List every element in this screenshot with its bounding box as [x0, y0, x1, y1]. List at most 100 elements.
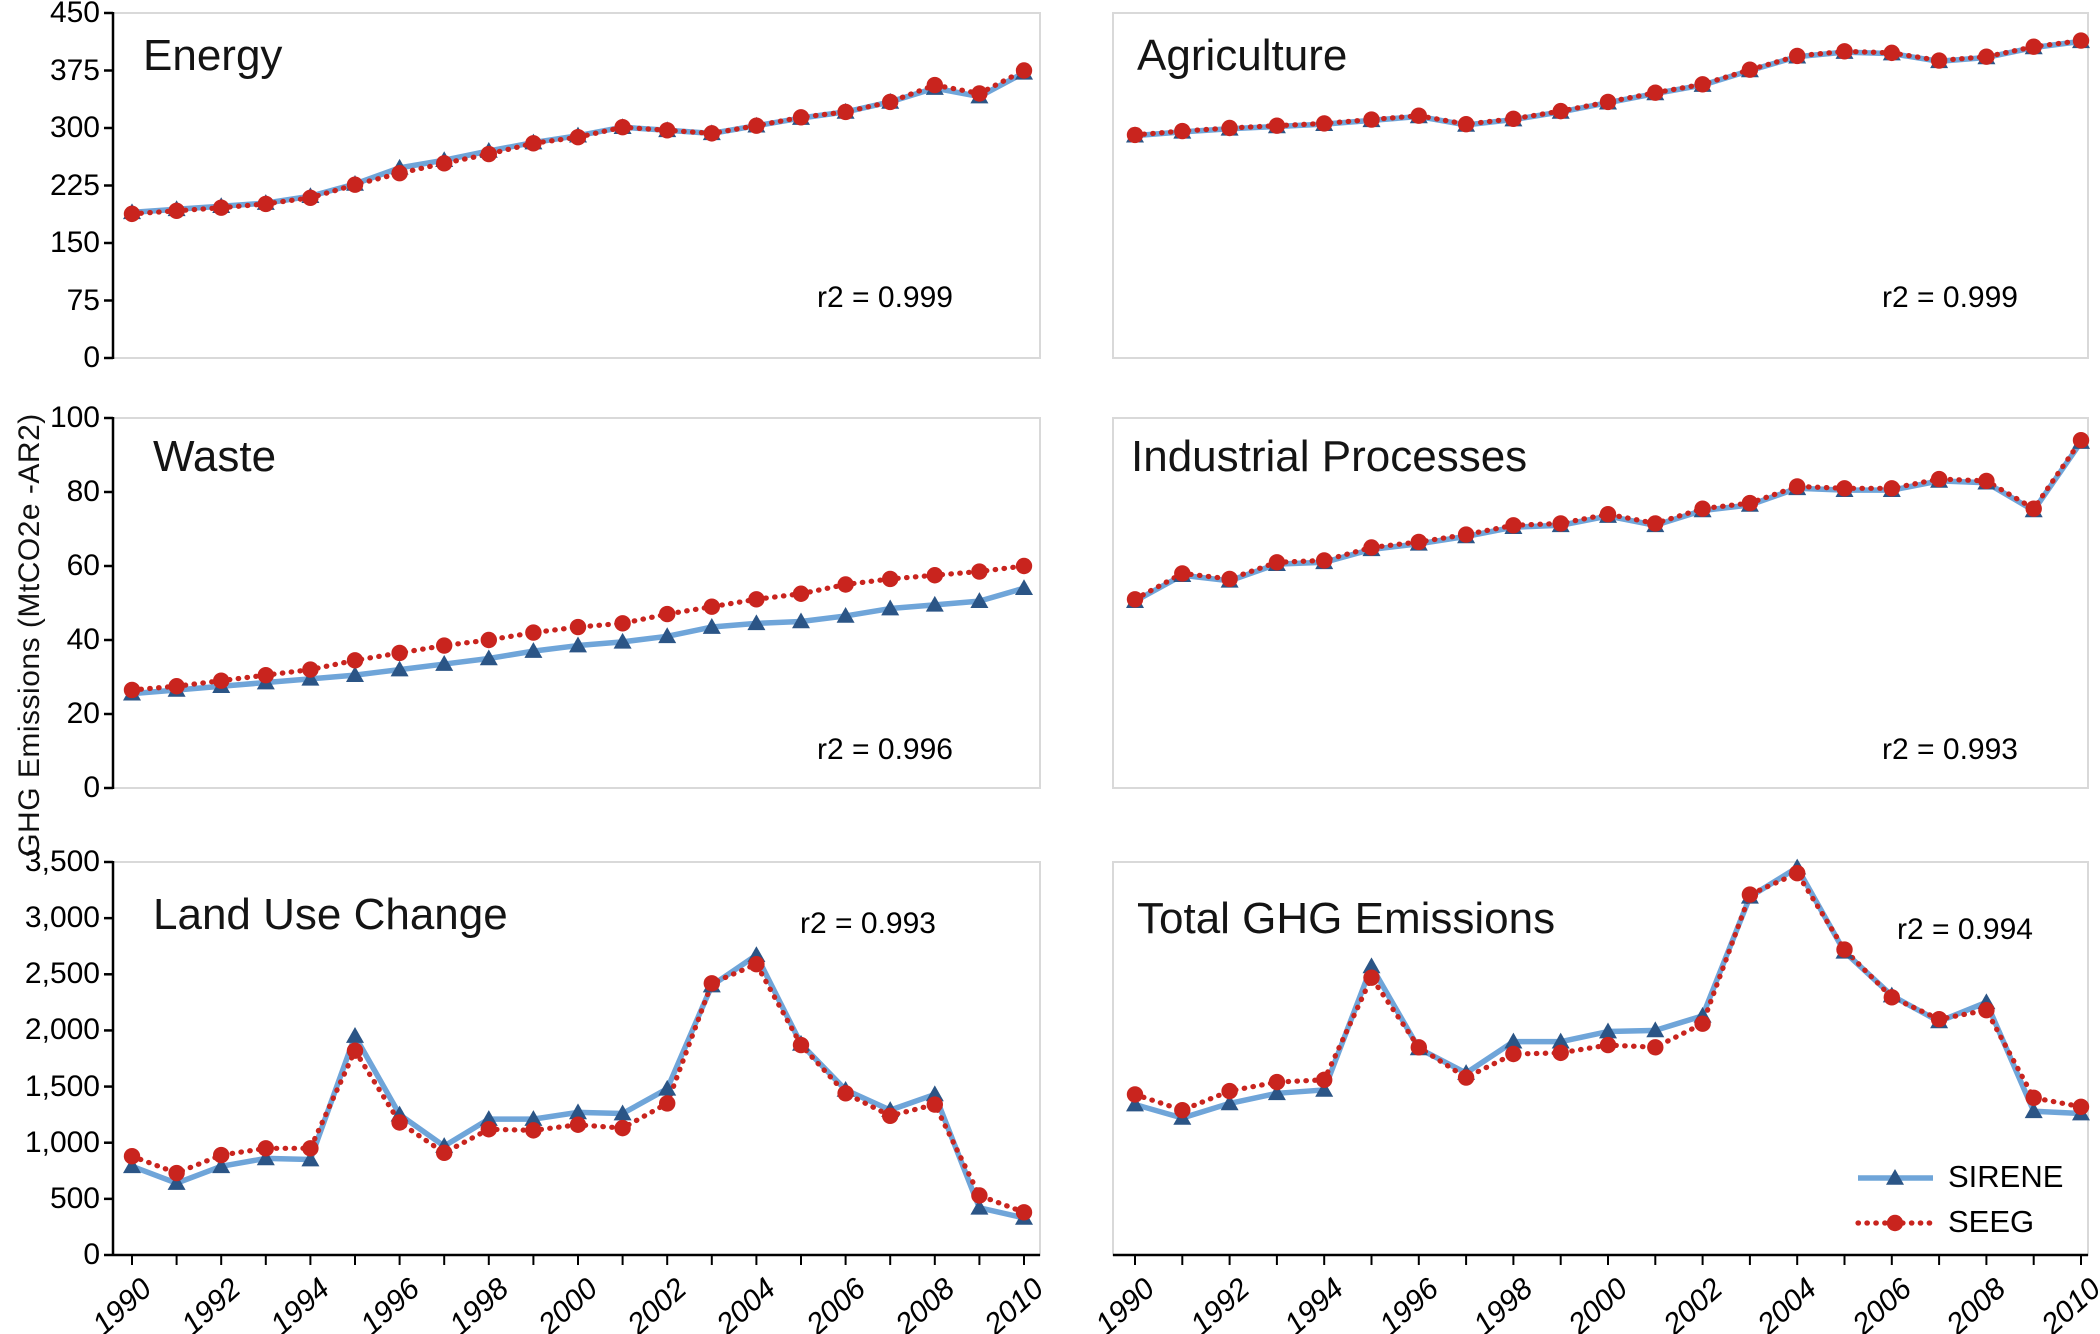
y-tick-label-land-use-change: 3,500: [24, 845, 100, 878]
sirene-marker-land-use-change: [524, 1110, 543, 1126]
panel-title-agriculture: Agriculture: [1137, 31, 1348, 80]
y-tick-label-waste: 100: [49, 401, 100, 434]
seeg-marker-agriculture: [1363, 111, 1380, 128]
y-tick-label-land-use-change: 2,000: [24, 1013, 100, 1047]
seeg-marker-agriculture: [1126, 126, 1144, 144]
sirene-marker-land-use-change: [613, 1104, 632, 1121]
seeg-marker-agriculture: [2072, 32, 2090, 49]
seeg-marker-energy: [168, 202, 185, 219]
sirene-marker-land-use-change: [658, 1079, 677, 1096]
seeg-marker-agriculture: [2025, 38, 2042, 55]
seeg-marker-land-use-change: [1015, 1204, 1033, 1221]
legend-label-sirene: SIRENE: [1948, 1159, 2064, 1194]
r2-annotation-energy: r2 = 0.999: [817, 281, 953, 314]
seeg-marker-land-use-change: [971, 1187, 988, 1204]
seeg-marker-land-use-change: [525, 1122, 542, 1139]
seeg-marker-waste: [213, 672, 230, 689]
seeg-marker-agriculture: [1505, 110, 1522, 128]
seeg-marker-industrial: [1836, 480, 1853, 497]
sirene-marker-land-use-change: [167, 1174, 186, 1190]
sirene-marker-total: [2024, 1102, 2043, 1119]
seeg-marker-land-use-change: [123, 1147, 141, 1165]
sirene-marker-waste: [792, 612, 810, 629]
seeg-marker-agriculture: [1789, 47, 1806, 65]
sirene-marker-land-use-change: [569, 1103, 587, 1120]
legend-label-seeg: SEEG: [1948, 1204, 2035, 1239]
seeg-marker-energy: [391, 165, 408, 182]
seeg-marker-land-use-change: [926, 1096, 943, 1113]
seeg-marker-land-use-change: [882, 1107, 899, 1124]
seeg-marker-total: [1552, 1044, 1569, 1062]
sirene-marker-total: [1362, 957, 1381, 974]
sirene-marker-waste: [836, 606, 855, 623]
sirene-marker-total: [1551, 1032, 1570, 1049]
seeg-marker-industrial: [1363, 539, 1380, 556]
seeg-marker-industrial: [1221, 570, 1238, 588]
sirene-marker-waste: [524, 642, 543, 658]
seeg-marker-waste: [436, 637, 453, 654]
seeg-marker-industrial: [2072, 432, 2090, 449]
seeg-marker-energy: [213, 199, 230, 216]
sirene-marker-waste: [881, 599, 900, 616]
seeg-marker-land-use-change: [659, 1095, 676, 1112]
r2-annotation-industrial: r2 = 0.993: [1882, 733, 2018, 766]
seeg-marker-waste: [837, 576, 854, 593]
sirene-marker-waste: [346, 666, 364, 682]
sirene-marker-waste: [1015, 579, 1033, 595]
seeg-marker-energy: [882, 93, 899, 111]
seeg-marker-industrial: [1316, 552, 1333, 569]
sirene-marker-land-use-change: [479, 1110, 498, 1126]
seeg-marker-waste: [346, 652, 364, 669]
seeg-marker-total: [1741, 886, 1759, 903]
seeg-marker-total: [1174, 1101, 1191, 1119]
seeg-marker-total: [1126, 1086, 1144, 1103]
seeg-marker-land-use-change: [792, 1036, 810, 1054]
sirene-line-land-use-change: [131, 952, 1025, 1221]
y-tick-label-energy: 450: [49, 0, 100, 29]
seeg-marker-land-use-change: [346, 1042, 364, 1059]
seeg-marker-energy: [436, 155, 453, 172]
sirene-marker-waste: [613, 632, 632, 649]
y-tick-label-land-use-change: 1,000: [24, 1125, 100, 1159]
seeg-marker-industrial: [1268, 554, 1286, 571]
sirene-marker-waste: [569, 636, 587, 653]
seeg-marker-waste: [659, 605, 676, 623]
seeg-marker-total: [1316, 1071, 1333, 1089]
seeg-marker-energy: [748, 117, 765, 134]
sirene-marker-waste: [970, 592, 989, 608]
r2-annotation-total: r2 = 0.994: [1897, 913, 2033, 946]
seeg-marker-agriculture: [1599, 93, 1617, 111]
seeg-marker-agriculture: [1552, 102, 1569, 120]
seeg-marker-land-use-change: [748, 955, 765, 973]
panel-title-total: Total GHG Emissions: [1137, 894, 1556, 943]
seeg-marker-industrial: [1978, 472, 1995, 490]
seeg-marker-industrial: [1457, 526, 1475, 543]
seeg-marker-total: [1930, 1011, 1948, 1028]
sirene-marker-waste: [479, 649, 498, 666]
sirene-marker-land-use-change: [346, 1027, 364, 1043]
sirene-marker-total: [1267, 1084, 1286, 1101]
seeg-marker-total: [1221, 1082, 1238, 1100]
panel-title-waste: Waste: [153, 432, 277, 481]
sirene-marker-waste: [925, 595, 944, 612]
seeg-marker-waste: [123, 681, 141, 699]
seeg-marker-land-use-change: [703, 975, 720, 992]
seeg-marker-land-use-change: [302, 1140, 319, 1157]
seeg-marker-total: [1410, 1039, 1428, 1056]
seeg-marker-industrial: [1789, 478, 1806, 495]
seeg-marker-industrial: [1930, 470, 1948, 488]
sirene-marker-land-use-change: [925, 1085, 944, 1102]
seeg-marker-waste: [614, 615, 631, 632]
seeg-marker-waste: [703, 598, 720, 615]
seeg-marker-energy: [926, 76, 943, 94]
seeg-marker-total: [2072, 1098, 2090, 1115]
seeg-marker-waste: [525, 624, 542, 641]
seeg-marker-waste: [1015, 557, 1033, 575]
panel-title-energy: Energy: [143, 31, 283, 80]
seeg-marker-energy: [302, 189, 319, 206]
seeg-marker-land-use-change: [391, 1114, 408, 1131]
sirene-marker-waste: [658, 627, 677, 644]
seeg-marker-land-use-change: [837, 1085, 854, 1102]
seeg-marker-industrial: [1883, 480, 1901, 497]
